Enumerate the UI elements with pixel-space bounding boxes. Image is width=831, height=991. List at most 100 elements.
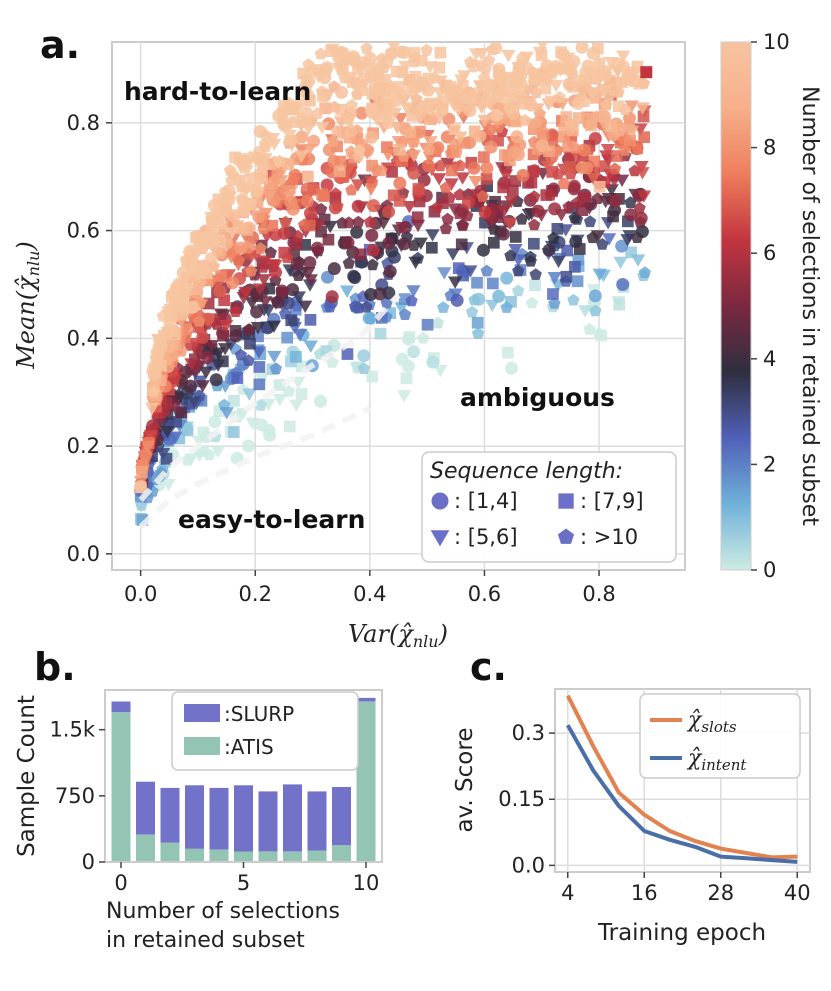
data-point [616, 76, 628, 88]
data-point [456, 79, 469, 92]
data-point [464, 55, 477, 68]
bar-atis [258, 851, 278, 862]
data-point [168, 399, 180, 412]
data-point [218, 294, 230, 307]
data-point [134, 481, 147, 494]
data-point [497, 181, 509, 194]
data-point [497, 84, 510, 96]
data-point [320, 178, 334, 192]
data-point [570, 196, 583, 209]
data-point [531, 204, 545, 218]
data-point [395, 352, 409, 366]
data-point [505, 296, 517, 308]
data-point [205, 227, 218, 239]
data-point [380, 149, 396, 162]
bar-slurp [332, 787, 351, 846]
bar-slurp [283, 784, 302, 852]
data-point [421, 318, 434, 331]
data-point [360, 300, 373, 313]
data-point [204, 339, 219, 353]
y-tick-label: 1.5k [49, 718, 95, 742]
data-point [625, 246, 637, 259]
data-point [408, 47, 421, 59]
bar-atis [111, 712, 131, 862]
data-point [487, 277, 499, 290]
x-tick-label: 0.0 [124, 582, 157, 606]
data-point [225, 227, 240, 240]
data-point [273, 154, 286, 167]
data-point [633, 201, 646, 214]
data-point [600, 98, 613, 111]
data-point [217, 355, 229, 368]
data-point [292, 269, 305, 281]
data-point [420, 43, 433, 56]
data-point [481, 180, 493, 192]
data-point [609, 194, 623, 208]
y-tick-label: 750 [55, 784, 95, 808]
data-point [613, 100, 625, 113]
data-point [492, 90, 505, 103]
data-point [448, 123, 461, 135]
bar-atis [356, 701, 376, 862]
data-point [396, 66, 409, 79]
data-point [214, 313, 227, 326]
bar-atis [160, 842, 180, 862]
data-point [266, 219, 279, 232]
data-point [166, 310, 178, 323]
data-point [524, 254, 537, 267]
data-point [147, 385, 160, 398]
data-point [512, 264, 525, 277]
data-point [386, 166, 398, 178]
data-point [433, 61, 446, 74]
data-point [417, 331, 430, 344]
data-point [374, 327, 387, 340]
bar-x-label-line2: in retained subset [106, 928, 305, 953]
data-point [489, 195, 501, 208]
colorbar-label: Number of selections in retained subset [797, 86, 822, 526]
bar-atis [283, 851, 302, 862]
data-point [463, 265, 478, 278]
data-point [450, 146, 463, 158]
bar-atis [307, 850, 327, 862]
panel-b-label: b. [34, 645, 76, 689]
trend-curve-lower [138, 405, 372, 530]
data-point [380, 296, 393, 309]
data-point [583, 215, 597, 228]
data-point [234, 241, 248, 255]
data-point [234, 348, 247, 361]
data-point [299, 239, 311, 251]
data-point [527, 164, 541, 178]
bar-atis [209, 849, 229, 862]
panel-a-label: a. [40, 23, 80, 67]
line-x-ticks: 4 16 28 40 [561, 872, 811, 905]
data-point [564, 117, 577, 129]
data-point [541, 73, 553, 85]
data-point [366, 87, 379, 100]
data-point [224, 163, 237, 176]
data-point [397, 390, 412, 403]
bar-slurp [136, 781, 155, 835]
data-point [184, 358, 199, 371]
data-point [139, 448, 152, 462]
annotation-ambiguous: ambiguous [460, 383, 615, 412]
data-point [546, 166, 559, 178]
data-point [415, 54, 428, 67]
data-point [573, 243, 586, 255]
data-point [173, 432, 186, 445]
legend-marker-square [558, 493, 574, 509]
line-x-label: Training epoch [597, 920, 766, 946]
data-point [589, 304, 602, 317]
data-point [345, 183, 358, 196]
data-point [342, 256, 356, 269]
data-point [311, 107, 324, 119]
data-point [251, 196, 264, 209]
data-point [480, 161, 494, 175]
data-point [253, 378, 266, 391]
data-point [571, 275, 584, 288]
data-point [596, 238, 609, 250]
data-point [242, 354, 255, 366]
data-point [231, 372, 244, 384]
data-point [478, 120, 493, 133]
data-point [281, 296, 295, 310]
